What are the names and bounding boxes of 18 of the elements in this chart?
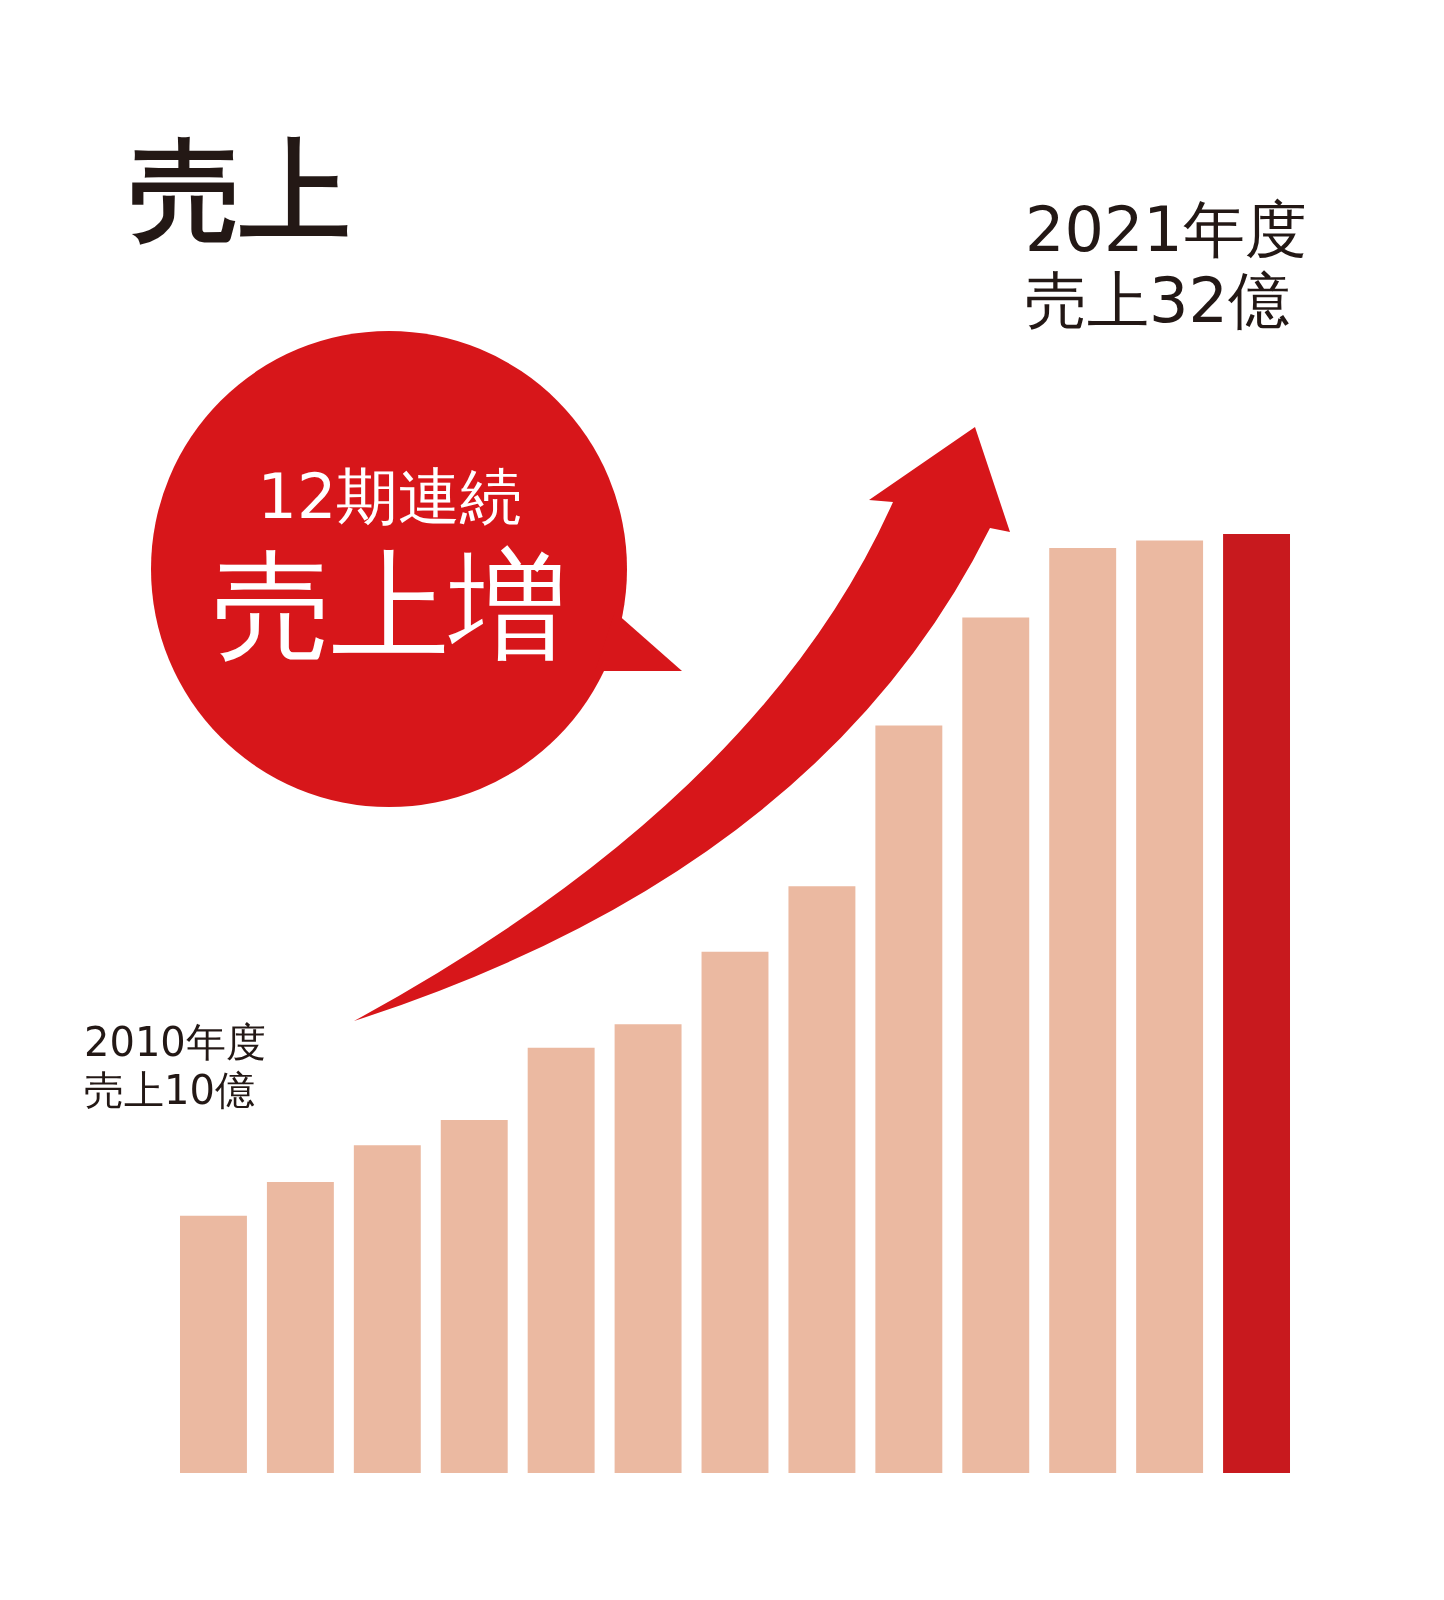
bar	[701, 951, 769, 1473]
bar	[614, 1024, 682, 1473]
annotation: 売上10億	[84, 1067, 255, 1113]
bar	[266, 1181, 334, 1473]
chart-title: 売上	[130, 126, 350, 257]
bar	[1223, 534, 1290, 1473]
annotation: 2010年度	[84, 1019, 266, 1065]
bar	[353, 1145, 421, 1473]
annotation: 売上増	[213, 537, 567, 675]
bar	[788, 886, 856, 1473]
bar	[875, 725, 943, 1473]
bar	[962, 617, 1030, 1473]
bar	[1136, 540, 1204, 1473]
bar	[180, 1215, 247, 1473]
bar	[527, 1047, 595, 1473]
bar	[1049, 548, 1117, 1473]
bar	[440, 1119, 508, 1473]
text: 12期連続	[257, 460, 523, 533]
